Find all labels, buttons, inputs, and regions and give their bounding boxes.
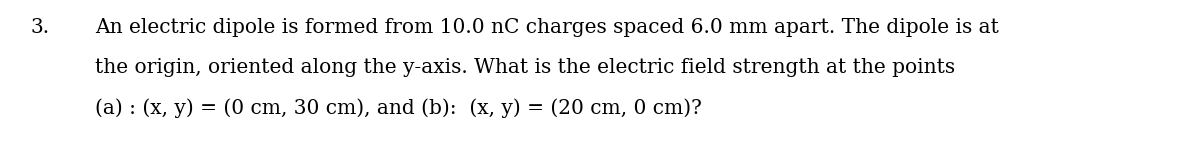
Text: 3.: 3. xyxy=(30,18,49,37)
Text: An electric dipole is formed from 10.0 nC charges spaced 6.0 mm apart. The dipol: An electric dipole is formed from 10.0 n… xyxy=(95,18,998,37)
Text: (a) : (x, y) = (0 cm, 30 cm), and (b):  (x, y) = (20 cm, 0 cm)?: (a) : (x, y) = (0 cm, 30 cm), and (b): (… xyxy=(95,98,702,118)
Text: the origin, oriented along the y-axis. What is the electric field strength at th: the origin, oriented along the y-axis. W… xyxy=(95,58,955,77)
